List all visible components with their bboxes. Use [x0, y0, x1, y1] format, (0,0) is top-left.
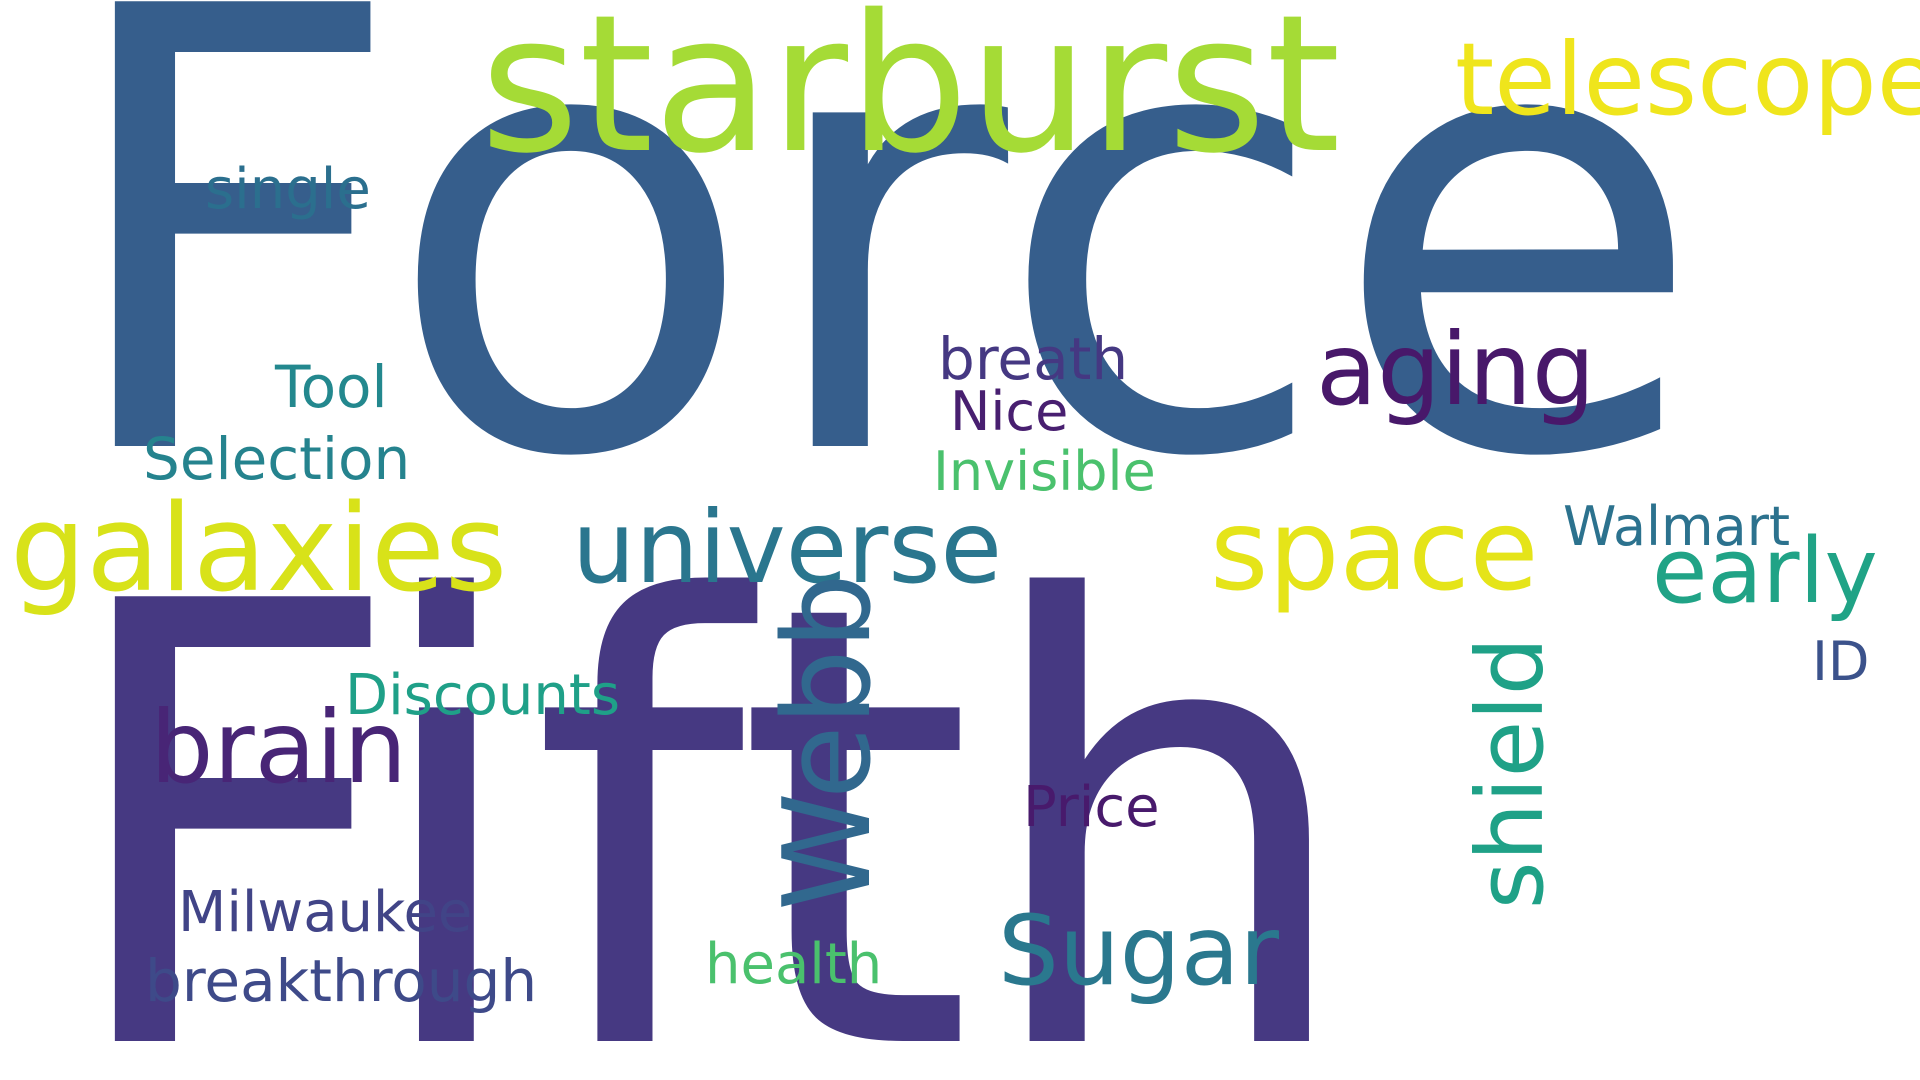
word-galaxies: galaxies: [10, 480, 508, 619]
word-id: ID: [1812, 630, 1870, 693]
word-nice: Nice: [950, 380, 1069, 443]
word-telescope: telescope: [1455, 21, 1920, 138]
word-brain: brain: [150, 689, 408, 806]
word-aging: aging: [1316, 311, 1596, 428]
word-discounts: Discounts: [345, 663, 621, 728]
word-single: single: [205, 157, 371, 222]
word-webb: Webb: [758, 573, 898, 911]
word-universe: universe: [572, 489, 1002, 606]
word-breath: breath: [938, 325, 1129, 393]
word-tool: Tool: [275, 353, 388, 421]
word-space: space: [1210, 486, 1539, 616]
word-milwaukee: Milwaukee: [178, 880, 473, 945]
word-health: health: [705, 932, 883, 997]
word-invisible: Invisible: [933, 440, 1156, 503]
word-starburst: starburst: [480, 0, 1341, 195]
word-sugar: Sugar: [998, 895, 1280, 1007]
word-walmart: Walmart: [1563, 495, 1791, 558]
word-early: early: [1652, 519, 1878, 624]
word-fifth: Fifth: [55, 475, 1361, 1080]
word-force: Force: [55, 0, 1706, 590]
word-selection: Selection: [143, 425, 411, 493]
word-breakthrough: breakthrough: [145, 947, 538, 1015]
word-price: Price: [1023, 775, 1160, 840]
word-shield: shield: [1457, 636, 1565, 910]
